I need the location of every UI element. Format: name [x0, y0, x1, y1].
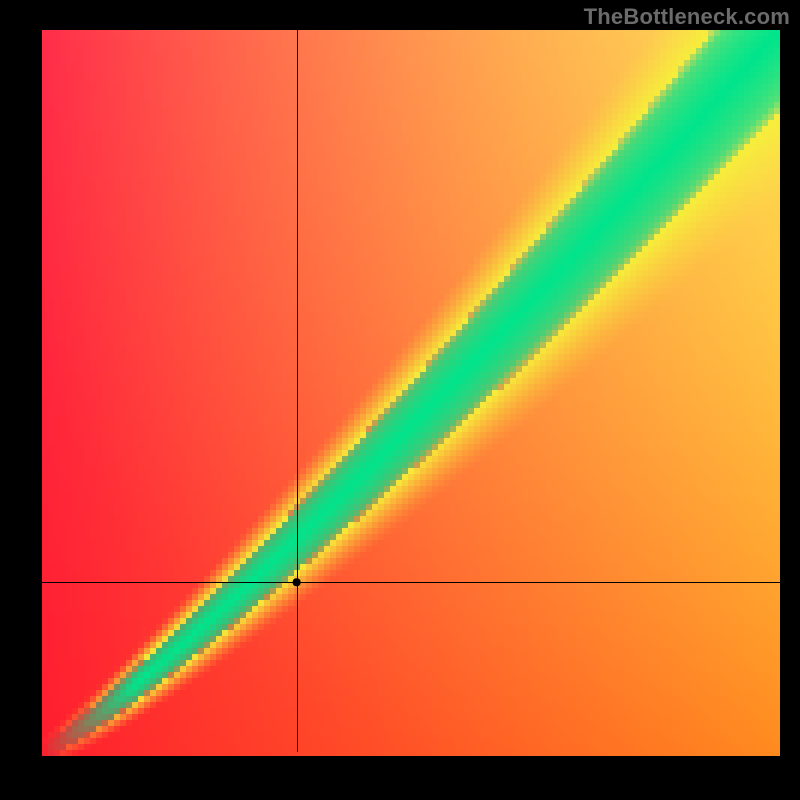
chart-container: TheBottleneck.com — [0, 0, 800, 800]
bottleneck-heatmap-canvas — [0, 0, 800, 800]
watermark-text: TheBottleneck.com — [584, 0, 800, 30]
